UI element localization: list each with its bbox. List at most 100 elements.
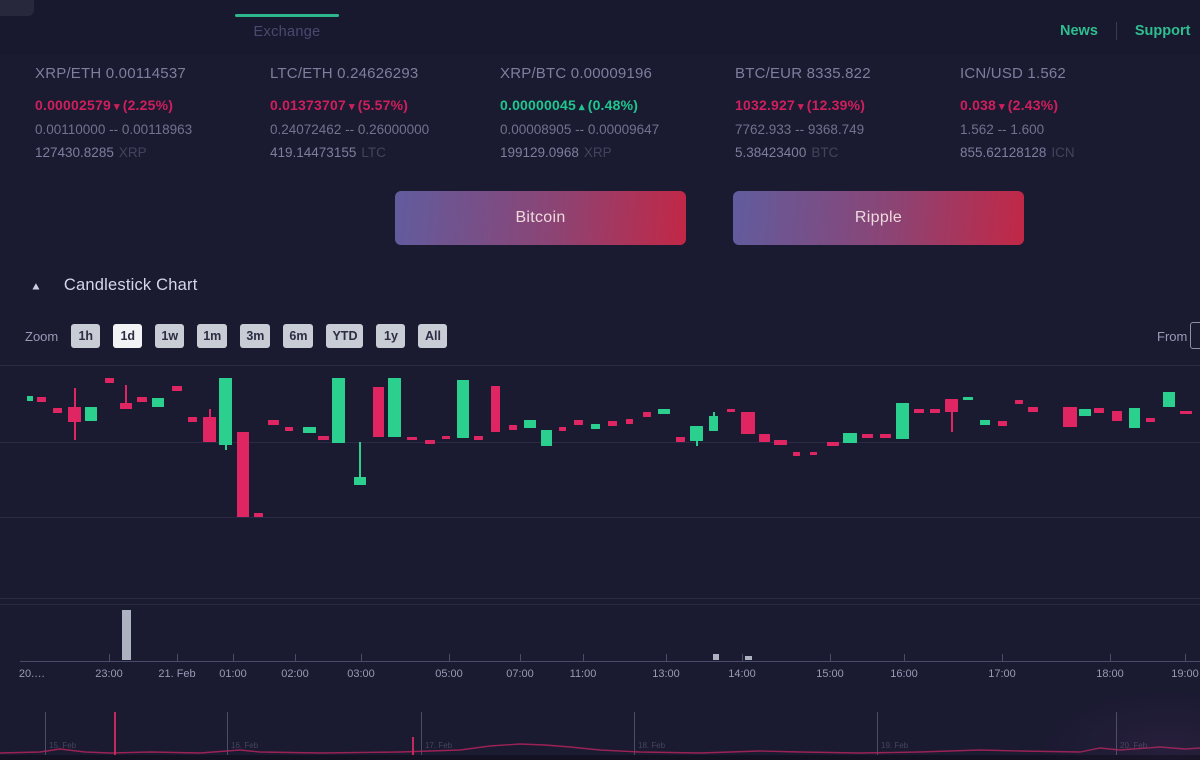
- corner-glow: [0, 0, 34, 16]
- candle: [1028, 407, 1038, 412]
- candle: [827, 442, 839, 446]
- navigator-sparkline: [0, 712, 1200, 755]
- nav-support-link[interactable]: Support: [1134, 23, 1191, 39]
- candle: [1146, 418, 1155, 422]
- ticker-xrp-eth[interactable]: XRP/ETH 0.00114537 0.00002579 ▾ (2.25%) 0.…: [35, 65, 260, 160]
- range-button-1h[interactable]: 1h: [71, 324, 101, 348]
- candle: [643, 412, 651, 417]
- candle: [152, 398, 164, 407]
- candle: [219, 378, 232, 445]
- change-arrow-icon: ▾: [798, 101, 804, 113]
- range-button-3m[interactable]: 3m: [240, 324, 271, 348]
- candle: [759, 434, 770, 442]
- x-axis-line: [20, 661, 1200, 662]
- ripple-button[interactable]: Ripple: [733, 191, 1024, 245]
- ticker-pair: LTC/ETH 0.24626293: [270, 65, 419, 82]
- candle: [354, 477, 366, 485]
- range-button-6m[interactable]: 6m: [283, 324, 314, 348]
- navigator-date-label: 19. Feb: [881, 741, 909, 750]
- x-axis-tick: [449, 654, 450, 662]
- navigator-gridline: [877, 712, 878, 755]
- candle: [998, 421, 1007, 426]
- x-axis-tick: [109, 654, 110, 662]
- navigator-date-label: 18. Feb: [638, 741, 666, 750]
- navigator-gridline: [421, 712, 422, 755]
- candle: [980, 420, 990, 425]
- gridline: [0, 517, 1200, 518]
- navigator-gridline: [45, 712, 46, 755]
- candle-wick: [125, 385, 127, 409]
- tab-exchange[interactable]: Exchange: [253, 24, 321, 40]
- navigator-gridline: [227, 712, 228, 755]
- x-axis-tick: [1110, 654, 1111, 662]
- candle: [332, 378, 345, 443]
- candle: [843, 433, 857, 443]
- navigator-date-label: 16. Feb: [231, 741, 259, 750]
- ticker-range: 1.562 -- 1.600: [960, 122, 1045, 137]
- candle: [880, 434, 891, 438]
- x-axis-label: 02:00: [281, 668, 309, 680]
- candle: [1094, 408, 1104, 413]
- candle: [541, 430, 552, 446]
- x-axis-tick: [361, 654, 362, 662]
- candle-wick: [950, 399, 953, 432]
- range-button-1y[interactable]: 1y: [376, 324, 406, 348]
- chart-navigator[interactable]: [0, 700, 1200, 760]
- x-axis-label: 01:00: [219, 668, 247, 680]
- candle: [608, 421, 617, 426]
- range-button-1w[interactable]: 1w: [155, 324, 185, 348]
- candle: [491, 386, 500, 432]
- ticker-change: 0.01373707 ▾ (5.57%): [270, 97, 409, 113]
- candle: [373, 387, 384, 437]
- navigator-date-label: 20. Feb: [1120, 741, 1148, 750]
- ticker-volume: 855.62128128 ICN: [960, 145, 1075, 160]
- candle: [442, 436, 450, 439]
- ticker-range: 0.24072462 -- 0.26000000: [270, 122, 430, 137]
- candle: [203, 417, 216, 442]
- change-arrow-icon: ▴: [578, 101, 585, 113]
- candle: [574, 420, 583, 425]
- x-axis-tick: [177, 654, 178, 662]
- candle: [709, 416, 718, 431]
- range-button-all[interactable]: All: [418, 324, 448, 348]
- x-axis-label: 15:00: [816, 668, 844, 680]
- bitcoin-button[interactable]: Bitcoin: [395, 191, 686, 245]
- ticker-btc-eur[interactable]: BTC/EUR 8335.822 1032.927 ▾ (12.39%) 7762.…: [735, 65, 960, 160]
- x-axis-tick: [520, 654, 521, 662]
- ticker-range: 0.00110000 -- 0.00118963: [35, 122, 193, 137]
- candle: [945, 399, 958, 412]
- x-axis-tick: [233, 654, 234, 662]
- ticker-change: 0.00002579 ▾ (2.25%): [35, 97, 174, 113]
- ticker-ltc-eth[interactable]: LTC/ETH 0.24626293 0.01373707 ▾ (5.57%) 0.…: [270, 65, 495, 160]
- range-button-ytd[interactable]: YTD: [326, 324, 364, 348]
- ticker-change: 0.038 ▾ (2.43%): [960, 97, 1059, 113]
- x-axis-tick: [295, 654, 296, 662]
- candle: [457, 380, 469, 438]
- candle: [862, 434, 873, 438]
- x-axis-label: 18:00: [1096, 668, 1124, 680]
- candle: [237, 432, 249, 517]
- range-button-1d[interactable]: 1d: [113, 324, 143, 348]
- candle: [793, 452, 800, 456]
- nav-news-link[interactable]: News: [1060, 23, 1098, 39]
- candle: [1180, 411, 1192, 414]
- candle: [810, 452, 817, 455]
- candle: [1112, 411, 1122, 421]
- navigator-gridline: [1116, 712, 1117, 755]
- gridline: [0, 442, 1200, 443]
- bottom-fade: [0, 755, 1200, 760]
- ticker-xrp-btc[interactable]: XRP/BTC 0.00009196 0.00000045 ▴ (0.48%) 0.…: [500, 65, 725, 160]
- range-button-1m[interactable]: 1m: [197, 324, 228, 348]
- candle: [120, 403, 132, 409]
- candle: [676, 437, 685, 442]
- navigator-date-label: 17. Feb: [425, 741, 453, 750]
- chevron-up-icon[interactable]: ▲: [30, 279, 42, 292]
- candle: [318, 436, 329, 440]
- x-axis-label: 05:00: [435, 668, 463, 680]
- from-date-input[interactable]: [1190, 322, 1200, 349]
- candle: [524, 420, 536, 428]
- ticker-pair: XRP/ETH 0.00114537: [35, 65, 186, 82]
- from-label: From: [1157, 329, 1188, 344]
- ticker-icn-usd[interactable]: ICN/USD 1.562 0.038 ▾ (2.43%) 1.562 -- 1.6…: [960, 65, 1185, 160]
